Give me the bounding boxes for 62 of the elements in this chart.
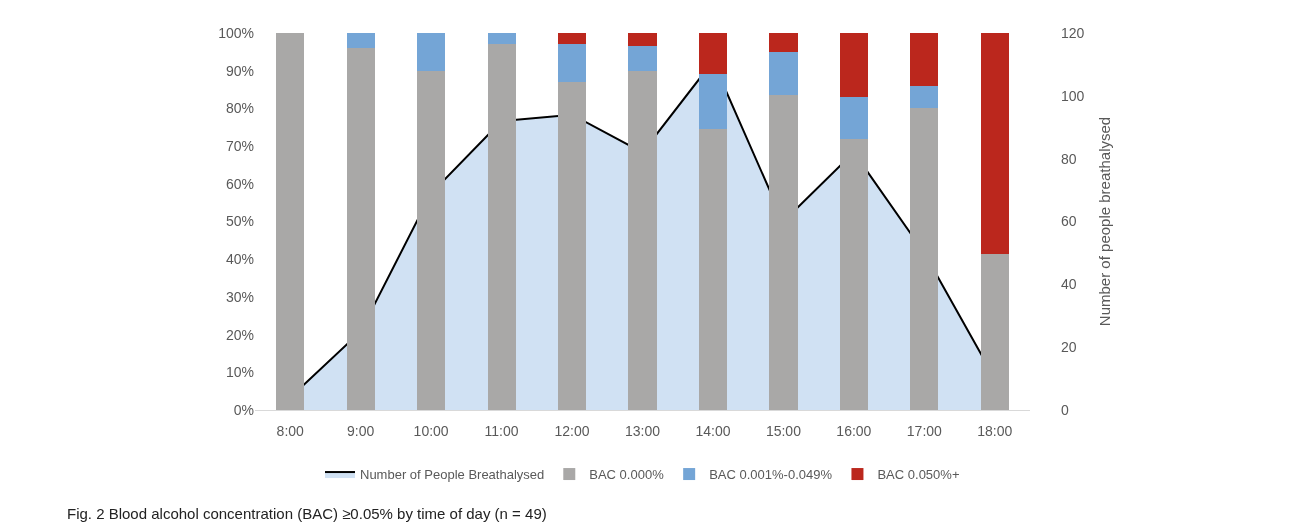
x-tick-label: 10:00 [413, 422, 449, 439]
bar [557, 82, 587, 410]
y-tick-label: 50% [225, 213, 254, 230]
bar [417, 33, 446, 71]
y-tick-label: 60% [225, 175, 254, 192]
bar [839, 33, 868, 98]
y2-tick-label: 120 [1061, 24, 1085, 41]
y2-axis-title: Number of people breathalysed [1095, 116, 1113, 327]
x-tick-label: 15:00 [765, 422, 802, 439]
bar [910, 85, 939, 109]
y2-tick-label: 80 [1061, 150, 1077, 167]
x-tick-label: 18:00 [977, 422, 1013, 439]
bar [698, 33, 728, 75]
bar [628, 46, 657, 71]
bar [769, 51, 798, 96]
bar [628, 70, 657, 410]
legend-label: Number of People Breathalysed [360, 467, 545, 483]
y-tick-label: 0% [233, 401, 254, 418]
y2-tick-label: 40 [1061, 276, 1077, 293]
bar [910, 108, 939, 410]
legend-label: BAC 0.001%-0.049% [709, 467, 833, 483]
bar [839, 138, 868, 410]
bar [769, 33, 798, 52]
bar [557, 33, 587, 45]
x-tick-label: 14:00 [695, 422, 731, 439]
x-tick-label: 11:00 [484, 422, 519, 439]
bar [769, 95, 798, 410]
bar [628, 33, 657, 47]
x-tick-label: 13:00 [624, 422, 661, 439]
y-tick-label: 10% [225, 364, 254, 381]
y-tick-label: 80% [225, 100, 254, 117]
bar [417, 70, 446, 410]
y-tick-label: 90% [225, 62, 254, 79]
y-tick-label: 30% [225, 288, 254, 305]
y2-tick-label: 100 [1061, 87, 1085, 104]
y-tick-label: 70% [225, 138, 254, 154]
bar [557, 44, 587, 83]
y-tick-label: 20% [225, 326, 254, 343]
bar [276, 33, 305, 410]
bar [698, 74, 728, 130]
x-tick-label: 12:00 [554, 422, 590, 439]
y2-tick-label: 0 [1061, 401, 1069, 418]
legend-label: BAC 0.000% [589, 467, 665, 483]
x-tick-label: 16:00 [836, 422, 872, 439]
x-tick-label: 8:00 [276, 422, 305, 439]
bar [698, 129, 728, 410]
bar [980, 253, 1009, 410]
y-tick-label: 40% [225, 251, 254, 268]
y2-tick-label: 20 [1061, 339, 1077, 356]
legend-label: BAC 0.050%+ [877, 467, 960, 483]
bar [487, 33, 516, 45]
bar [346, 33, 375, 49]
bar [487, 44, 516, 410]
bar [346, 48, 375, 410]
x-tick-label: 17:00 [906, 422, 943, 439]
y2-tick-label: 60 [1061, 213, 1077, 230]
bar [839, 97, 868, 139]
caption: Fig. 2 Blood alcohol concentration (BAC) ≥0.05% by time of day (n = 49) [67, 505, 547, 522]
x-tick-label: 9:00 [347, 422, 375, 439]
bar [910, 33, 939, 86]
y-tick-label: 100% [218, 24, 254, 41]
bar [980, 33, 1009, 254]
